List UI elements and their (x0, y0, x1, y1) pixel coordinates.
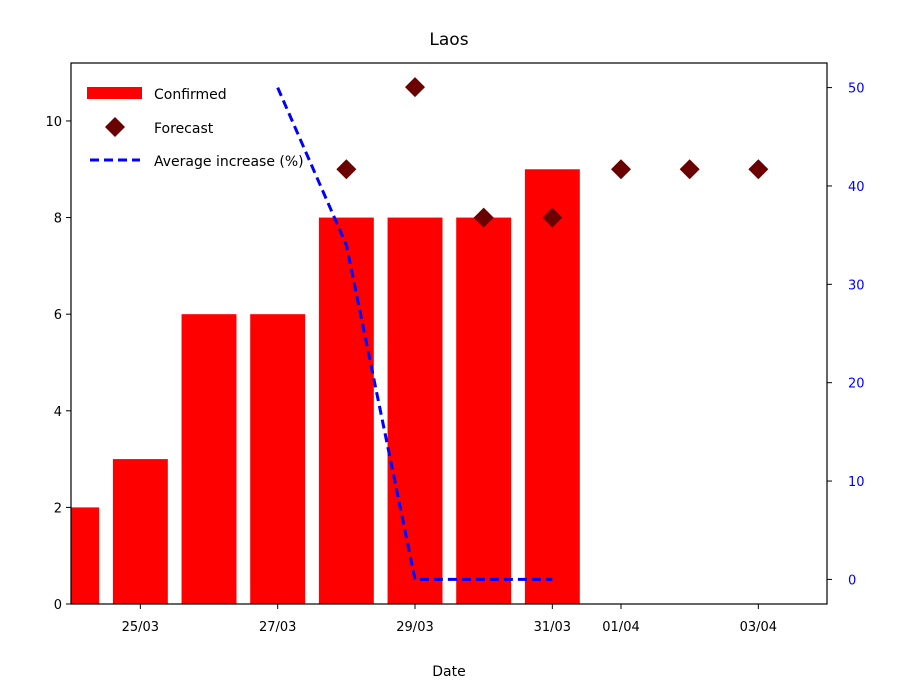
forecast-markers (336, 77, 769, 228)
average-increase-line (276, 86, 553, 581)
confirmed-bar-31/03 (524, 169, 580, 604)
y-tick-label: 0 (54, 598, 62, 613)
confirmed-bar-26/03 (181, 314, 237, 604)
legend: Confirmed Forecast Average increase (%) (87, 87, 304, 170)
x-tick-label: 29/03 (396, 620, 433, 635)
forecast-marker-03/04 (748, 159, 769, 180)
legend-swatch-forecast (105, 117, 125, 137)
y-tick-label: 2 (54, 501, 62, 516)
plot-area: 0 2 4 6 8 10 0 10 20 30 40 50 25/03 27/03 29/03 31/03 01… (45, 62, 865, 635)
x-tick-label: 03/04 (740, 620, 777, 635)
y-tick-label: 4 (54, 405, 62, 420)
x-tick-label: 27/03 (259, 620, 296, 635)
confirmed-bar-28/03 (318, 217, 374, 604)
x-tick-label: 01/04 (602, 620, 639, 635)
legend-label-confirmed: Confirmed (154, 87, 227, 103)
forecast-marker-31/03 (542, 207, 563, 228)
forecast-marker-30/03 (473, 207, 494, 228)
y-tick-label: 8 (54, 212, 62, 227)
confirmed-bars (71, 169, 580, 604)
confirmed-bar-24/03 (71, 507, 100, 604)
x-tick-label: 25/03 (122, 620, 159, 635)
confirmed-bar-25/03 (112, 459, 168, 604)
plot-frame (70, 62, 828, 605)
legend-label-forecast: Forecast (154, 121, 214, 137)
y-right-tick-label: 0 (848, 573, 856, 588)
y-right-tick-label: 40 (848, 180, 865, 195)
chart-title: Laos (429, 30, 468, 50)
x-tick-label: 31/03 (534, 620, 571, 635)
forecast-marker-01/04 (611, 159, 632, 180)
forecast-marker-28/03 (336, 159, 357, 180)
y-tick-label: 10 (45, 115, 62, 130)
legend-label-average-increase: Average increase (%) (154, 154, 304, 170)
y-right-tick-label: 50 (848, 82, 865, 97)
confirmed-bar-29/03 (387, 217, 443, 604)
y-right-tick-label: 10 (848, 475, 865, 490)
legend-swatch-confirmed (87, 87, 142, 99)
forecast-marker-29/03 (405, 77, 426, 98)
x-axis-title: Date (432, 664, 465, 680)
confirmed-bar-27/03 (250, 314, 306, 604)
y-right-tick-label: 20 (848, 377, 865, 392)
confirmed-bar-30/03 (456, 217, 512, 604)
forecast-marker-02/04 (679, 159, 700, 180)
y-tick-label: 6 (54, 308, 62, 323)
y-right-tick-label: 30 (848, 278, 865, 293)
